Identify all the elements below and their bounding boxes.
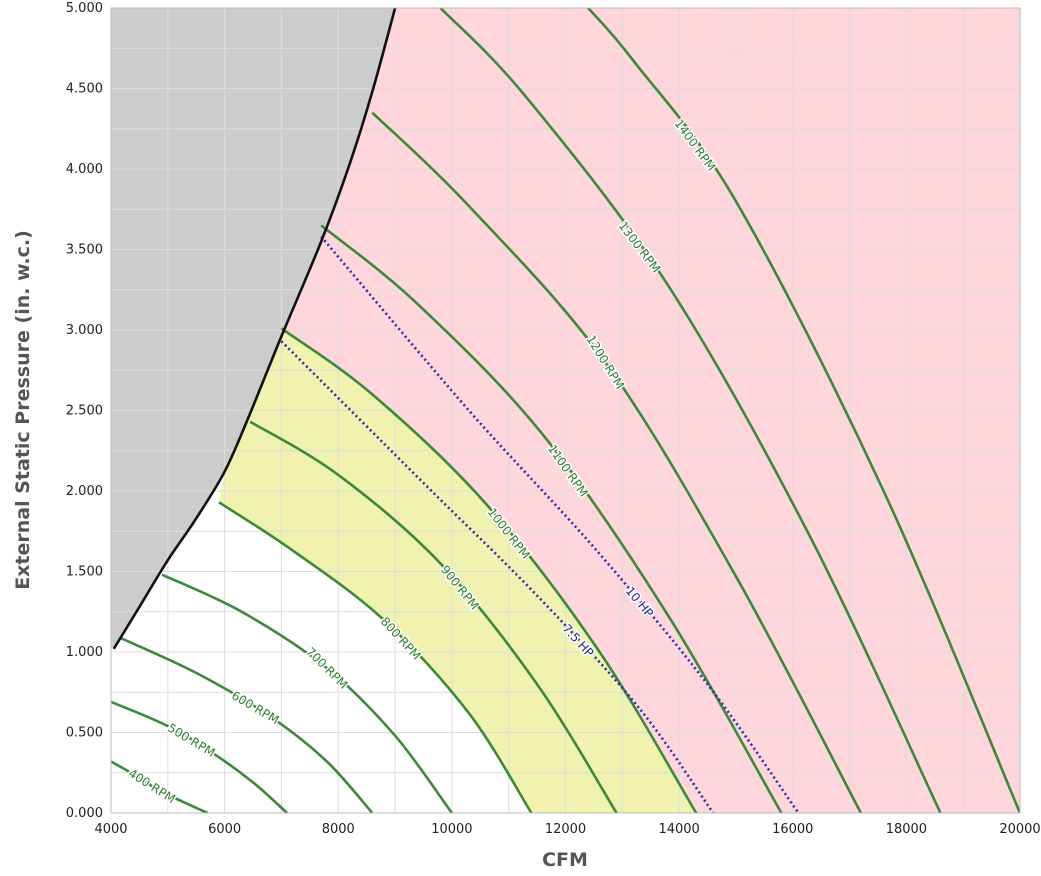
- y-tick-label: 4.000: [66, 162, 103, 177]
- y-tick-label: 1.000: [66, 645, 103, 660]
- surge-region: [111, 8, 396, 649]
- x-tick-label: 20000: [999, 822, 1040, 837]
- hp-line-7-5-hp: [280, 340, 715, 813]
- y-tick-label: 0.000: [66, 806, 103, 821]
- plot-frame: [110, 7, 1021, 814]
- x-tick-label: 4000: [94, 822, 127, 837]
- y-tick-label: 2.000: [66, 484, 103, 499]
- rpm-curve-1200-rpm: [371, 111, 863, 813]
- rpm-curve-700-rpm: [161, 573, 453, 813]
- x-tick-label: 12000: [545, 822, 586, 837]
- axis-ticks: 4000 6000 8000 10000 12000 14000 16000 18000 200…: [66, 1, 1041, 837]
- rpm-curve-1400-rpm: [587, 8, 1020, 813]
- x-tick-label: 10000: [431, 822, 472, 837]
- rpm-curve-1000-rpm: [280, 327, 698, 813]
- rpm-curve-1100-rpm: [320, 224, 783, 813]
- rpm-curve-500-rpm: [111, 700, 288, 813]
- curve-layer: [111, 8, 1020, 813]
- rpm-curve-1300-rpm: [439, 8, 942, 813]
- x-tick-label: 6000: [208, 822, 241, 837]
- y-tick-label: 3.500: [66, 243, 103, 258]
- y-tick-label: 3.000: [66, 323, 103, 338]
- x-tick-label: 16000: [772, 822, 813, 837]
- x-tick-label: 14000: [658, 822, 699, 837]
- y-tick-label: 5.000: [66, 1, 103, 16]
- x-axis-title: CFM: [542, 849, 588, 871]
- y-tick-label: 4.500: [66, 82, 103, 97]
- surge-line: [112, 8, 397, 650]
- y-tick-label: 2.500: [66, 404, 103, 419]
- rpm-curve-900-rpm: [249, 420, 618, 813]
- y-tick-label: 0.500: [66, 726, 103, 741]
- y-tick-label: 1.500: [66, 565, 103, 580]
- rpm-curve-800-rpm: [218, 501, 533, 813]
- rpm-curve-400-rpm: [111, 760, 209, 813]
- x-tick-label: 8000: [322, 822, 355, 837]
- x-tick-label: 18000: [886, 822, 927, 837]
- y-axis-title: External Static Pressure (in. w.c.): [12, 230, 34, 590]
- rpm-curve-600-rpm: [118, 636, 374, 813]
